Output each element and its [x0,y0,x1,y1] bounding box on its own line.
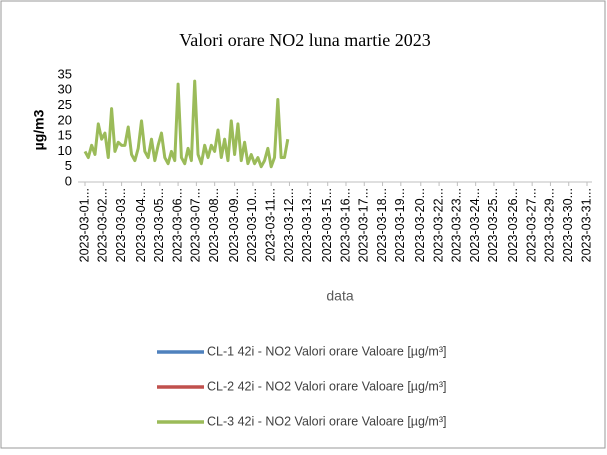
x-tick-label: 2023-03-20... [413,188,427,262]
legend-label: CL-3 42i - NO2 Valori orare Valoare [µg/… [207,414,446,428]
data-line [83,79,290,169]
legend-label: CL-1 42i - NO2 Valori orare Valoare [µg/… [207,344,446,358]
x-tick-label: 2023-03-07... [189,188,203,262]
x-tick-label: 2023-03-03... [114,188,128,262]
x-tick-label: 2023-03-02... [96,188,110,262]
x-tick-label: 2023-03-29... [543,188,557,262]
legend-label: CL-2 42i - NO2 Valori orare Valoare [µg/… [207,379,446,393]
x-tick-label: 2023-03-10... [245,188,259,262]
x-tick-label: 2023-03-19... [393,188,407,262]
x-tick-label: 2023-03-12... [282,188,296,262]
y-tick-label: 20 [58,112,72,127]
x-tick-label: 2023-03-23... [450,188,464,262]
x-tick-label: 2023-03-09... [227,188,241,262]
x-tick-label: 2023-03-31... [579,188,593,262]
x-tick-label: 2023-03-24... [468,188,482,262]
y-tick-label: 10 [58,143,72,158]
x-tick-label: 2023-03-01... [77,188,91,262]
x-tick-label: 2023-03-08... [207,188,221,262]
x-tick-label: 2023-03-26... [506,188,520,262]
y-tick-label: 25 [58,97,72,112]
x-tick-label: 2023-03-27... [524,188,538,262]
x-tick-label: 2023-03-06... [170,188,184,262]
x-tick-label: 2023-03-13... [300,188,314,262]
x-tick-label: 2023-03-25... [486,188,500,262]
x-tick-label: 2023-03-11... [263,188,277,261]
y-tick-label: 0 [65,173,72,188]
chart-title: Valori orare NO2 luna martie 2023 [179,30,430,50]
y-tick-label: 30 [58,82,72,97]
x-tick-label: 2023-03-18... [375,188,389,262]
x-tick-label: 2023-03-22... [431,188,445,262]
x-tick-label: 2023-03-30... [561,188,575,262]
x-tick-label: 2023-03-16... [338,188,352,262]
x-tick-label: 2023-03-15... [320,188,334,262]
y-tick-label: 15 [58,128,72,143]
x-tick-label: 2023-03-05... [152,188,166,262]
y-tick-label: 5 [65,158,72,173]
y-tick-label: 35 [58,66,72,81]
x-tick-label: 2023-03-17... [357,188,371,262]
y-axis-label: µg/m3 [31,109,47,150]
x-tick-label: 2023-03-04... [134,188,148,262]
x-axis-label: data [326,288,353,304]
